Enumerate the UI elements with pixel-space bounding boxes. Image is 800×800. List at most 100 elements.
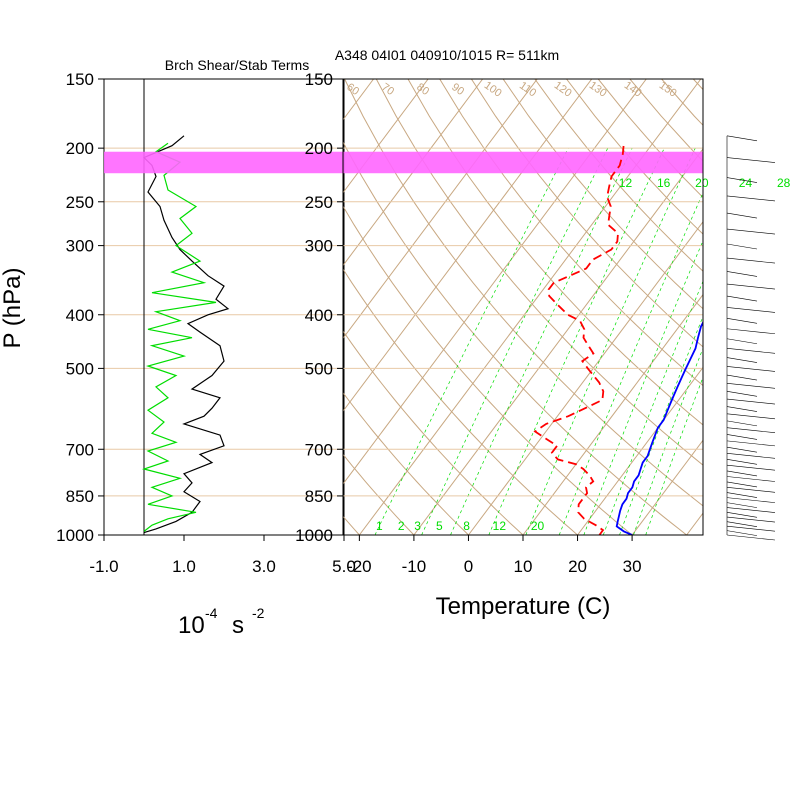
mixing-ratio-bottom-label: 12 bbox=[493, 519, 507, 533]
wind-barb bbox=[726, 135, 758, 142]
dry-adiabat-line bbox=[692, 79, 703, 91]
mixing-ratio-line bbox=[583, 239, 703, 535]
left-x-tick-label: 1.0 bbox=[172, 557, 196, 576]
wind-barb bbox=[726, 534, 776, 541]
left-x-tick-label: 5.0 bbox=[332, 557, 356, 576]
highlight-band bbox=[104, 151, 703, 174]
mixing-ratio-bottom-label: 5 bbox=[436, 519, 443, 533]
wind-barb bbox=[726, 507, 776, 513]
mixing-ratio-label: 16 bbox=[657, 176, 671, 190]
unit-exp2: -2 bbox=[252, 605, 265, 621]
wind-barbs-column bbox=[726, 135, 776, 541]
right-pressure-tick-label: 1000 bbox=[295, 526, 333, 545]
wind-barb bbox=[726, 318, 758, 324]
wind-barb bbox=[726, 464, 776, 471]
dry-adiabat-line bbox=[343, 205, 633, 535]
wind-barb bbox=[726, 521, 758, 527]
left-pressure-tick-label: 200 bbox=[66, 139, 94, 158]
left-x-ticks: -1.0 1.0 3.0 5.0 bbox=[89, 535, 356, 576]
left-black-series-line bbox=[142, 135, 230, 534]
dry-adiabat-line bbox=[343, 140, 687, 535]
wind-barb bbox=[726, 283, 776, 290]
mixing-ratio-line bbox=[619, 315, 703, 535]
wind-barb bbox=[726, 328, 776, 335]
mixing-ratio-line bbox=[488, 147, 665, 535]
background-labels: 60 70 80 90 100 110 120 130 140 150 bbox=[344, 79, 678, 99]
mixing-ratio-bottom-label: 20 bbox=[531, 519, 545, 533]
wind-barb bbox=[726, 525, 776, 532]
mixing-ratio-label: 12 bbox=[619, 176, 633, 190]
isotherm-line bbox=[0, 79, 210, 535]
isotherm-line bbox=[343, 79, 647, 485]
left-x-tick-label: -1.0 bbox=[89, 557, 118, 576]
dewpoint-profile-line bbox=[533, 145, 625, 535]
wind-barb bbox=[726, 470, 758, 477]
wind-barb bbox=[726, 502, 758, 508]
right-pressure-tick-label: 250 bbox=[305, 193, 333, 212]
mixing-ratio-line bbox=[450, 147, 633, 535]
right-pressure-tick-label: 850 bbox=[305, 487, 333, 506]
isotherm-line bbox=[631, 439, 703, 535]
left-pressure-tick-label: 1000 bbox=[56, 526, 94, 545]
wind-barb bbox=[726, 374, 758, 381]
unit-base: 10 bbox=[178, 612, 205, 639]
isotherm-line bbox=[343, 79, 538, 340]
background-label: 140 bbox=[622, 79, 644, 99]
temperature-tick-label: -20 bbox=[347, 557, 372, 576]
mixing-ratio-bottom-label: 1 bbox=[376, 519, 383, 533]
isotherm-line bbox=[686, 512, 703, 535]
mixing-ratio-line bbox=[645, 376, 703, 535]
dry-adiabat-line bbox=[470, 79, 703, 348]
dry-adiabat-line bbox=[788, 79, 800, 535]
right-panel-title: A348 04I01 040910/1015 R= 511km bbox=[335, 47, 559, 63]
left-pressure-ticks: 150 200 250 300 400 500 700 850 1000 bbox=[56, 70, 104, 545]
wind-barb bbox=[726, 453, 776, 459]
right-pressure-tick-label: 200 bbox=[305, 139, 333, 158]
dry-adiabat-line bbox=[343, 268, 578, 535]
dry-adiabat-line bbox=[343, 330, 524, 535]
background-label: 70 bbox=[379, 81, 396, 98]
pressure-axis-label: P (hPa) bbox=[0, 268, 26, 349]
wind-barb bbox=[726, 257, 776, 264]
isotherm-line bbox=[577, 366, 703, 535]
wind-barb bbox=[726, 487, 776, 493]
isotherm-line bbox=[522, 293, 703, 535]
right-pressure-tick-label: 700 bbox=[305, 440, 333, 459]
wind-barb bbox=[726, 391, 758, 397]
dry-adiabat-line bbox=[343, 453, 415, 535]
left-pressure-tick-label: 150 bbox=[66, 70, 94, 89]
dry-adiabat-line bbox=[407, 79, 703, 426]
background-label: 60 bbox=[344, 81, 361, 98]
wind-barb bbox=[726, 383, 776, 389]
dry-adiabat-line bbox=[439, 79, 703, 387]
background-label: 80 bbox=[414, 81, 431, 98]
dry-adiabat-line bbox=[28, 79, 196, 535]
wind-barb bbox=[726, 338, 758, 345]
right-pressure-tick-label: 150 bbox=[305, 70, 333, 89]
temperature-axis-label: Temperature (C) bbox=[436, 593, 611, 620]
wind-barb bbox=[726, 446, 758, 453]
wind-barb bbox=[726, 398, 776, 405]
left-panel-title: Brch Shear/Stab Terms bbox=[165, 57, 309, 73]
mixing-ratio-line bbox=[602, 280, 703, 535]
isotherm-line bbox=[796, 79, 800, 535]
isotherm-line bbox=[343, 79, 429, 194]
dry-adiabat-line bbox=[725, 79, 800, 535]
wind-barb bbox=[726, 157, 776, 163]
mixing-ratio-label: 24 bbox=[739, 176, 753, 190]
isotherm-line bbox=[0, 79, 319, 535]
left-x-unit-label: 10 -4 s -2 bbox=[178, 605, 265, 639]
wind-barb bbox=[726, 481, 758, 488]
left-pressure-tick-label: 250 bbox=[66, 193, 94, 212]
left-pressure-tick-label: 700 bbox=[66, 440, 94, 459]
background-label: 110 bbox=[517, 80, 538, 100]
left-pressure-tick-label: 850 bbox=[66, 487, 94, 506]
wind-barb bbox=[726, 492, 758, 498]
dry-adiabat-line bbox=[343, 391, 469, 535]
wind-barb bbox=[726, 459, 758, 465]
right-pressure-tick-label: 300 bbox=[305, 237, 333, 256]
wind-barb bbox=[726, 212, 758, 219]
left-panel: -1.0 1.0 3.0 5.0 150 200 250 300 400 500 700 850 10… bbox=[0, 57, 356, 639]
temperature-profile-line bbox=[615, 320, 703, 535]
